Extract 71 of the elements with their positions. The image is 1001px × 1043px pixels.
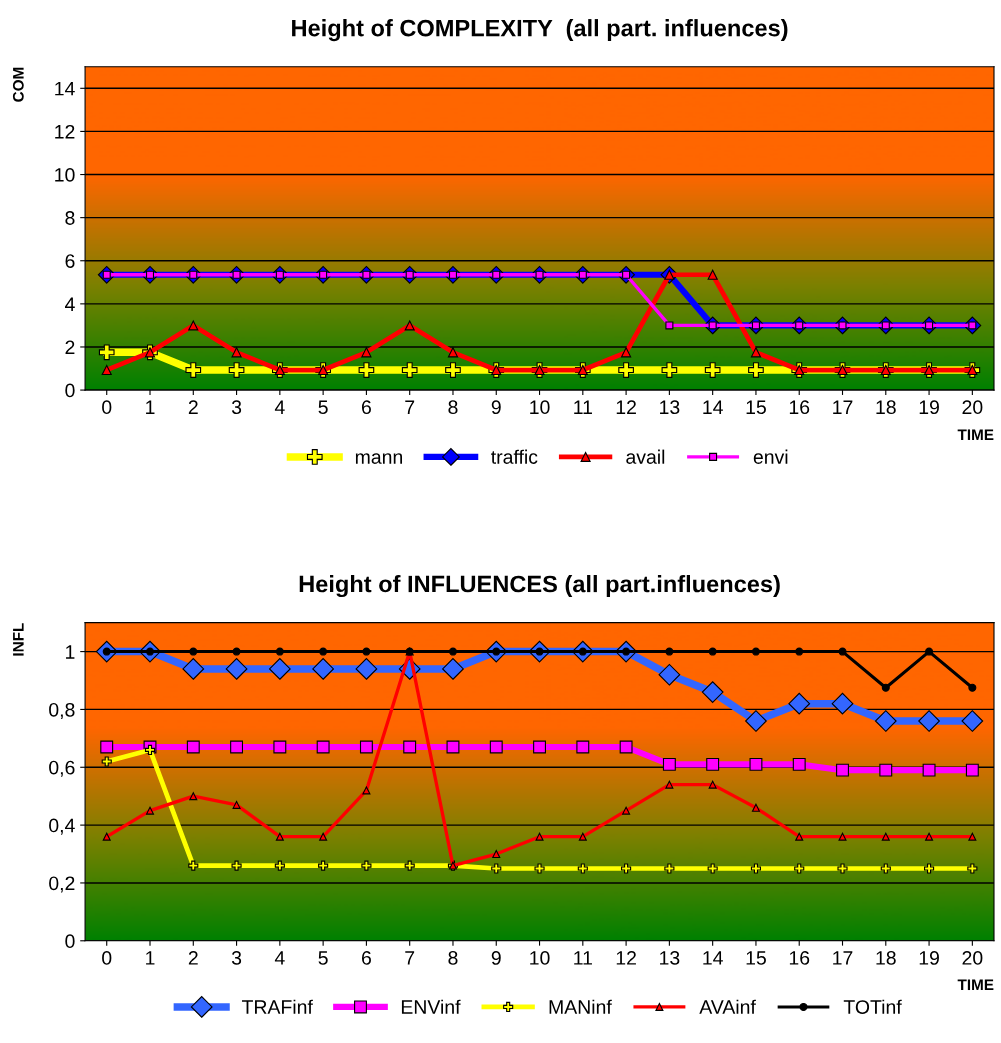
x-tick-label: 20 bbox=[962, 400, 983, 415]
x-tick-label: 20 bbox=[962, 951, 983, 965]
legend-label: ENVinf bbox=[401, 999, 461, 1014]
x-tick-label: 17 bbox=[833, 951, 853, 965]
y-tick-label: 2 bbox=[65, 340, 75, 355]
y-tick-label: 0 bbox=[65, 383, 75, 398]
x-tick-label: 3 bbox=[231, 951, 242, 965]
x-tick-label: 19 bbox=[919, 951, 939, 965]
x-tick-label: 0 bbox=[102, 400, 112, 415]
y-tick-label: 0,2 bbox=[49, 876, 75, 893]
x-tick-label: 13 bbox=[660, 400, 680, 415]
legend-label: avail bbox=[626, 449, 665, 464]
y-tick-label: 6 bbox=[65, 254, 75, 268]
x-tick-label: 0 bbox=[102, 951, 112, 965]
x-tick-label: 15 bbox=[746, 400, 766, 415]
y-tick-label: 0,8 bbox=[49, 702, 75, 719]
legend-label: envi bbox=[753, 449, 788, 464]
chart-title: Height of INFLUENCES (all part.influences) bbox=[299, 575, 780, 598]
legend-label: traffic bbox=[491, 449, 538, 464]
x-tick-label: 9 bbox=[491, 400, 501, 415]
y-axis-title: INFL bbox=[13, 623, 24, 656]
x-tick-label: 11 bbox=[574, 951, 592, 965]
x-tick-label: 8 bbox=[448, 951, 458, 965]
x-tick-label: 9 bbox=[491, 951, 501, 965]
x-tick-label: 2 bbox=[188, 951, 198, 965]
x-tick-label: 1 bbox=[146, 400, 155, 414]
x-tick-label: 10 bbox=[530, 951, 550, 965]
legend-label: TRAFinf bbox=[241, 999, 313, 1014]
legend-label: mann bbox=[355, 453, 403, 464]
x-tick-label: 17 bbox=[833, 400, 853, 414]
legend-label: TOTinf bbox=[843, 999, 902, 1014]
x-tick-label: 18 bbox=[876, 400, 896, 415]
y-tick-label: 0 bbox=[65, 934, 75, 949]
y-tick-label: 1 bbox=[66, 645, 75, 659]
y-tick-label: 0,6 bbox=[49, 760, 75, 777]
x-tick-label: 7 bbox=[405, 951, 415, 965]
x-tick-label: 6 bbox=[361, 951, 371, 965]
y-tick-label: 4 bbox=[65, 297, 75, 311]
x-axis-title: TIME bbox=[957, 979, 994, 991]
x-tick-label: 2 bbox=[188, 400, 198, 414]
x-tick-label: 14 bbox=[703, 951, 723, 965]
y-tick-label: 10 bbox=[55, 168, 75, 182]
y-tick-label: 14 bbox=[55, 81, 75, 96]
x-tick-label: 5 bbox=[318, 400, 328, 415]
x-tick-label: 12 bbox=[616, 951, 636, 965]
x-tick-label: 16 bbox=[789, 951, 810, 965]
x-tick-label: 12 bbox=[616, 400, 636, 414]
y-tick-label: 12 bbox=[55, 124, 75, 139]
x-tick-label: 1 bbox=[146, 951, 155, 965]
y-tick-label: 0,4 bbox=[49, 818, 75, 835]
x-tick-label: 3 bbox=[231, 400, 242, 415]
x-axis-title: TIME bbox=[957, 429, 994, 440]
legend-label: AVAinf bbox=[699, 999, 756, 1014]
x-tick-label: 7 bbox=[405, 400, 415, 414]
x-tick-label: 5 bbox=[318, 951, 328, 965]
x-tick-label: 18 bbox=[876, 951, 896, 965]
x-tick-label: 4 bbox=[274, 400, 285, 414]
x-tick-label: 8 bbox=[448, 400, 458, 415]
x-tick-label: 10 bbox=[530, 400, 550, 415]
x-tick-label: 15 bbox=[746, 951, 766, 965]
x-tick-label: 14 bbox=[703, 400, 723, 414]
y-tick-label: 8 bbox=[65, 211, 75, 225]
legend-label: MANinf bbox=[549, 999, 612, 1014]
x-tick-label: 16 bbox=[789, 400, 810, 415]
x-tick-label: 13 bbox=[660, 951, 680, 965]
x-tick-label: 19 bbox=[919, 400, 939, 415]
chart-title: Height of COMPLEXITY (all part. influences) bbox=[292, 19, 788, 42]
x-tick-label: 11 bbox=[574, 400, 592, 414]
x-tick-label: 6 bbox=[361, 400, 371, 415]
x-tick-label: 4 bbox=[274, 951, 285, 965]
y-axis-title: COM bbox=[12, 67, 24, 102]
